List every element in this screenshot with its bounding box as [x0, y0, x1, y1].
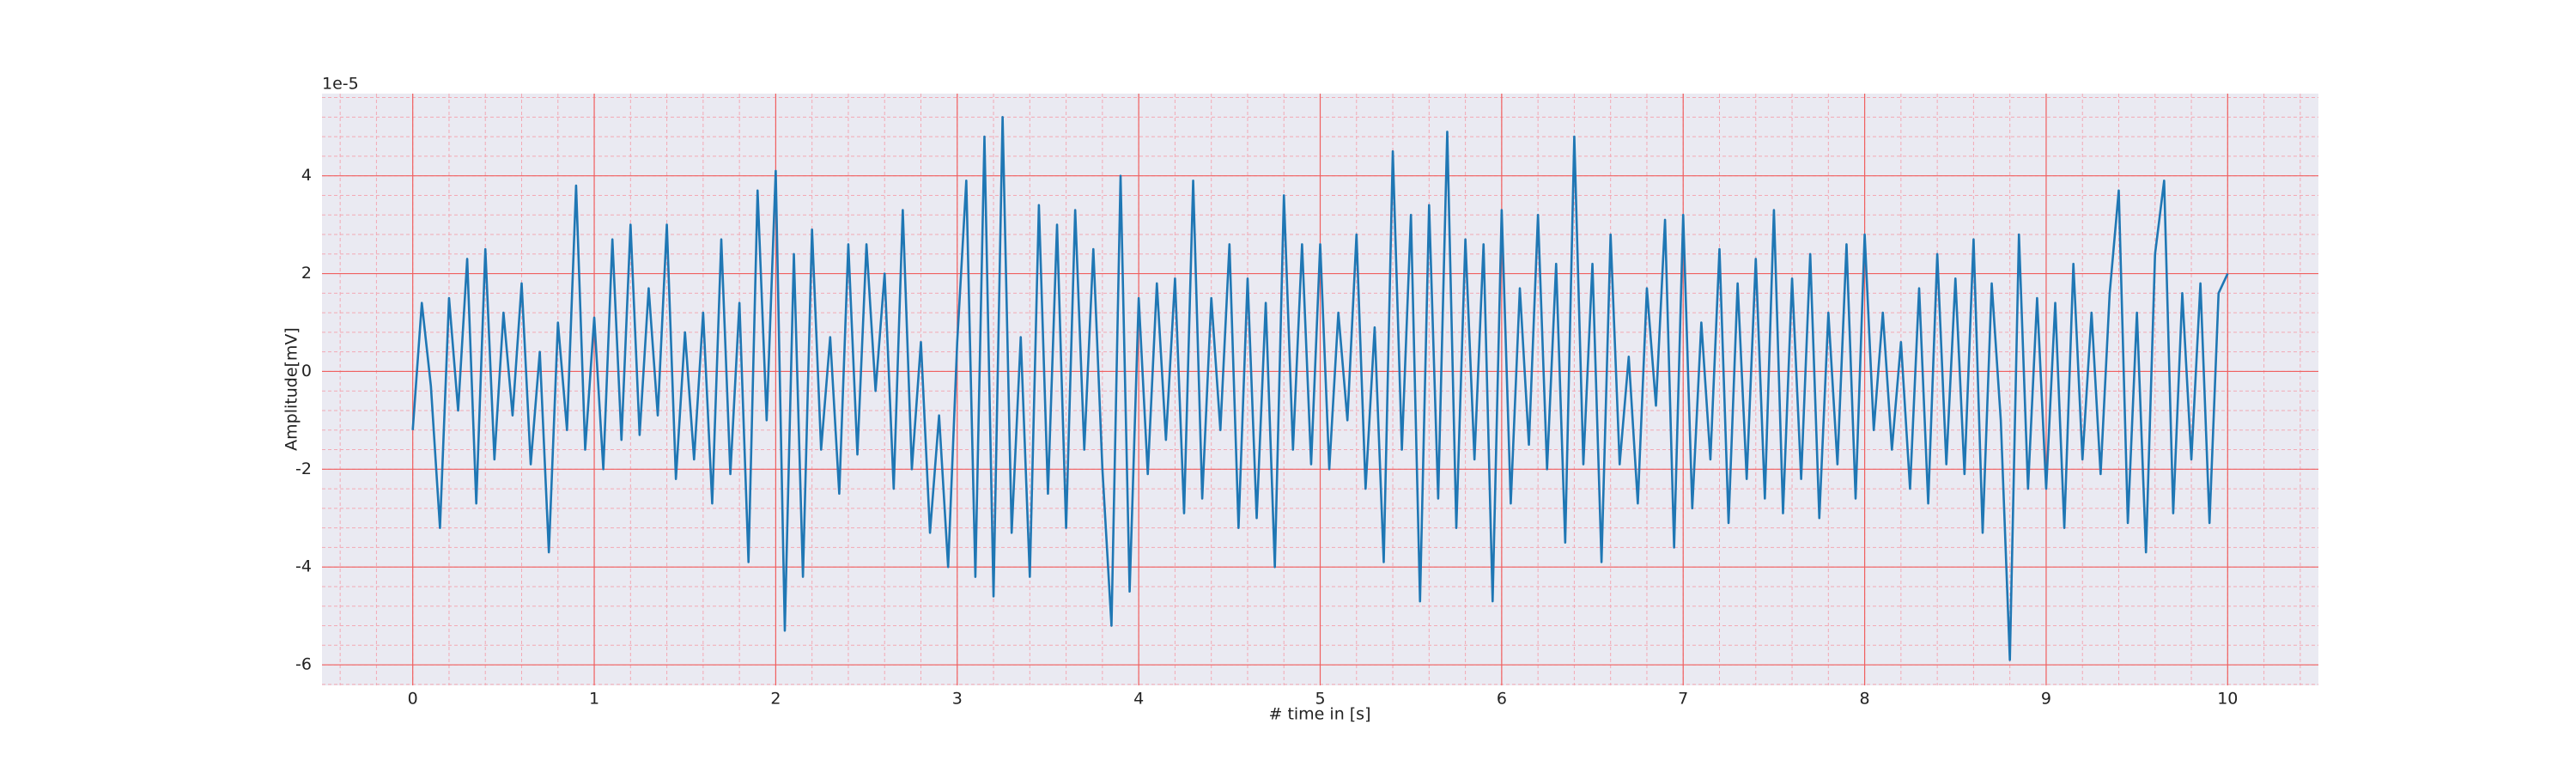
x-axis-label: # time in [s] — [1268, 705, 1370, 724]
x-tick-label: 8 — [1860, 690, 1870, 709]
y-tick-label: 4 — [301, 166, 312, 185]
x-tick-label: 10 — [2217, 690, 2238, 709]
x-tick-label: 5 — [1315, 690, 1325, 709]
y-tick-label: 2 — [301, 264, 312, 283]
x-tick-label: 9 — [2041, 690, 2051, 709]
y-offset-label: 1e-5 — [322, 75, 359, 94]
y-tick-label: 0 — [301, 362, 312, 380]
y-axis-label: Amplitude[mV] — [283, 327, 301, 451]
grid — [322, 94, 2318, 685]
x-tick-label: 6 — [1497, 690, 1507, 709]
y-tick-label: -6 — [295, 655, 312, 674]
x-tick-label: 1 — [589, 690, 599, 709]
x-tick-label: 7 — [1678, 690, 1688, 709]
x-tick-label: 2 — [770, 690, 781, 709]
x-tick-label: 4 — [1133, 690, 1144, 709]
line-series — [411, 116, 2229, 661]
x-tick-label: 3 — [952, 690, 963, 709]
y-tick-label: -2 — [295, 460, 312, 478]
x-tick-label: 0 — [408, 690, 418, 709]
y-tick-label: -4 — [295, 557, 312, 576]
